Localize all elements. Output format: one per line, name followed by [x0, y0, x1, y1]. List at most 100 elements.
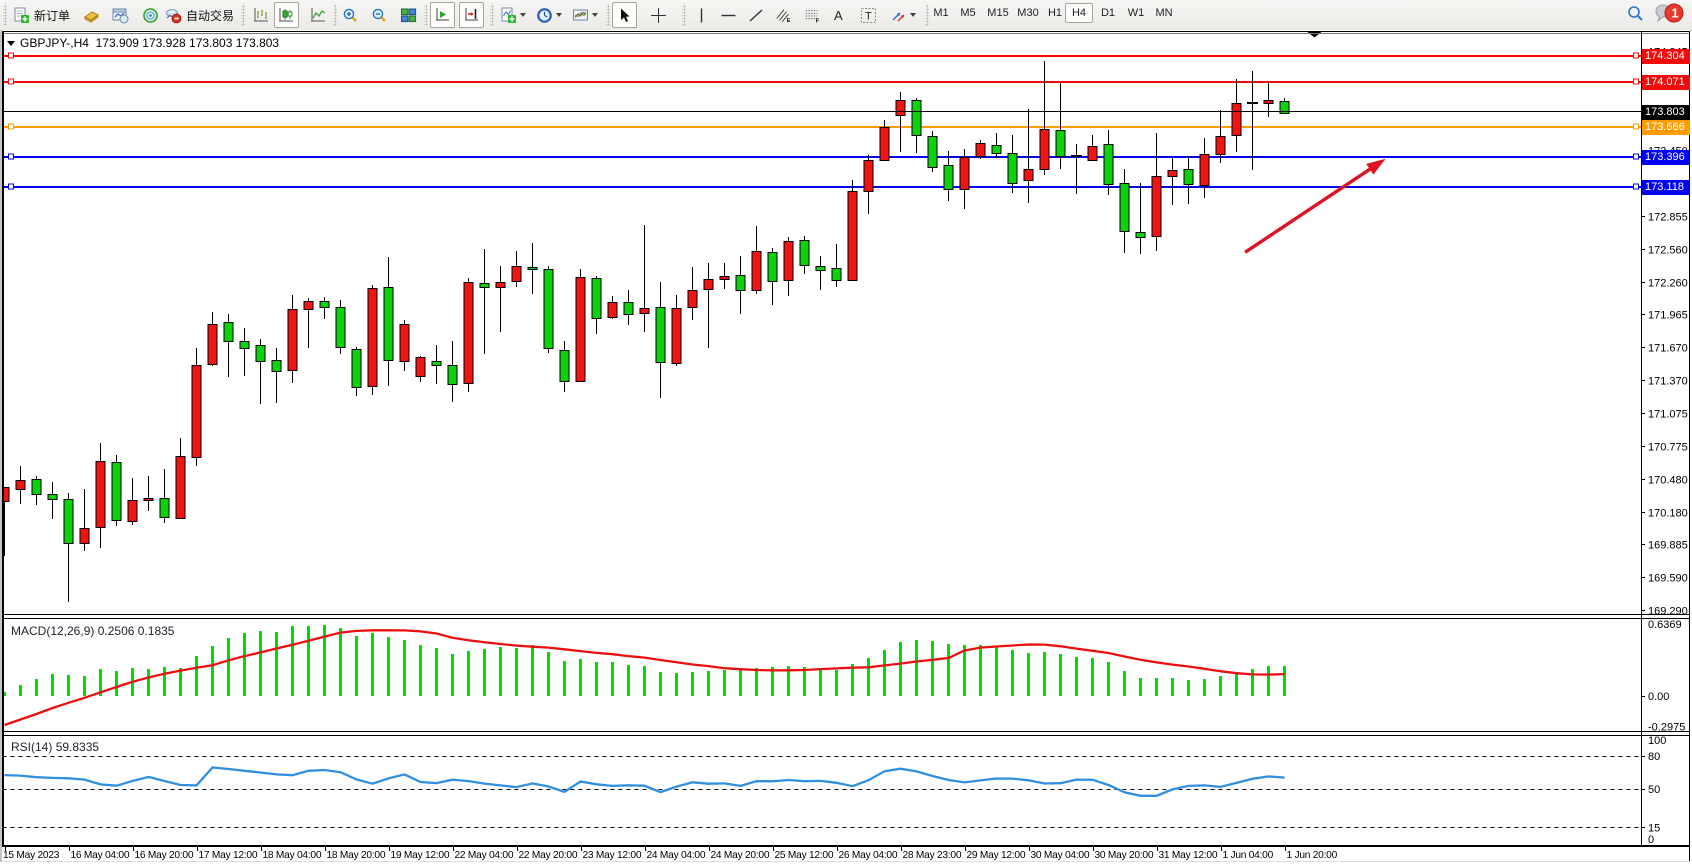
candle-body[interactable]	[399, 324, 410, 362]
auto-scroll-button[interactable]	[430, 2, 455, 28]
candle-body[interactable]	[927, 136, 938, 168]
timeframe-M30[interactable]: M30	[1017, 7, 1039, 19]
candle-body[interactable]	[319, 301, 330, 308]
candle-body[interactable]	[639, 308, 650, 314]
candle-body[interactable]	[591, 278, 602, 319]
candle-body[interactable]	[671, 308, 682, 364]
timeframe-M15[interactable]: M15	[987, 7, 1009, 19]
candle-body[interactable]	[1087, 146, 1098, 161]
timeframe-W1[interactable]: W1	[1127, 7, 1145, 19]
candle-body[interactable]	[143, 498, 154, 501]
candle-body[interactable]	[335, 307, 346, 348]
trendline-button[interactable]	[744, 2, 769, 28]
candle-body[interactable]	[815, 266, 826, 271]
candle-body[interactable]	[575, 277, 586, 382]
channel-button[interactable]: E	[771, 2, 796, 28]
hline-anchor[interactable]	[8, 52, 14, 59]
candle-body[interactable]	[1279, 101, 1290, 114]
candle-body[interactable]	[351, 349, 362, 388]
candle-body[interactable]	[287, 309, 298, 371]
fibonacci-button[interactable]: F	[800, 2, 825, 28]
candle-body[interactable]	[127, 500, 138, 522]
candle-body[interactable]	[991, 145, 1002, 154]
trend-arrow-head[interactable]	[1366, 158, 1386, 175]
candle-body[interactable]	[159, 498, 170, 518]
candle-body[interactable]	[271, 360, 282, 372]
candle-body[interactable]	[383, 287, 394, 361]
cursor-button[interactable]	[612, 2, 637, 28]
hline-anchor[interactable]	[1633, 78, 1639, 85]
trend-arrow-line[interactable]	[1244, 160, 1382, 254]
candle-body[interactable]	[415, 357, 426, 377]
hline-anchor[interactable]	[1633, 123, 1639, 130]
candle-body[interactable]	[911, 100, 922, 136]
vertical-line-button[interactable]	[689, 2, 714, 28]
candle-body[interactable]	[207, 324, 218, 365]
hline-anchor[interactable]	[8, 153, 14, 160]
candle-body[interactable]	[47, 494, 58, 500]
candle-body[interactable]	[863, 160, 874, 192]
candle-body[interactable]	[479, 283, 490, 288]
candle-body[interactable]	[63, 499, 74, 544]
indicators-button[interactable]	[496, 2, 530, 28]
candle-body[interactable]	[1199, 154, 1210, 186]
candle-body[interactable]	[431, 361, 442, 366]
navigator-button[interactable]	[138, 2, 163, 28]
search-icon[interactable]	[1626, 4, 1646, 24]
candle-body[interactable]	[527, 267, 538, 270]
candle-body[interactable]	[511, 266, 522, 282]
candle-body[interactable]	[719, 276, 730, 280]
timeframe-H1[interactable]: H1	[1047, 7, 1063, 19]
candle-body[interactable]	[1135, 232, 1146, 238]
periods-button[interactable]	[532, 2, 566, 28]
line-chart-button[interactable]	[306, 2, 331, 28]
candle-body[interactable]	[655, 307, 666, 363]
periods-caret-icon[interactable]	[556, 13, 562, 17]
candle-body[interactable]	[1103, 144, 1114, 185]
autotrading-button[interactable]: 自动交易	[161, 2, 238, 28]
candle-body[interactable]	[367, 288, 378, 387]
candle-body[interactable]	[303, 301, 314, 310]
candle-body[interactable]	[975, 143, 986, 157]
text-label-button[interactable]: T	[856, 2, 881, 28]
candle-body[interactable]	[255, 345, 266, 362]
candle-body[interactable]	[767, 252, 778, 282]
candle-body[interactable]	[847, 191, 858, 281]
candle-body[interactable]	[559, 350, 570, 382]
candle-body[interactable]	[751, 251, 762, 291]
candle-body[interactable]	[1023, 169, 1034, 181]
chart-shift-button[interactable]	[459, 2, 484, 28]
crosshair-button[interactable]	[646, 2, 671, 28]
candle-body[interactable]	[687, 290, 698, 308]
candle-body[interactable]	[879, 127, 890, 161]
zoom-out-button[interactable]	[367, 2, 392, 28]
candle-body[interactable]	[623, 302, 634, 315]
templates-button[interactable]	[568, 2, 602, 28]
indicators-caret-icon[interactable]	[520, 13, 526, 17]
candle-body[interactable]	[1183, 169, 1194, 185]
hline-anchor[interactable]	[8, 183, 14, 190]
timeframe-M1[interactable]: M1	[933, 7, 949, 19]
candle-body[interactable]	[31, 479, 42, 495]
candle-body[interactable]	[15, 480, 26, 490]
timeframe-MN[interactable]: MN	[1155, 7, 1173, 19]
hline-anchor[interactable]	[1633, 153, 1639, 160]
timeframe-H4[interactable]: H4	[1065, 3, 1093, 23]
text-button[interactable]: A	[830, 2, 847, 28]
templates-caret-icon[interactable]	[592, 13, 598, 17]
candle-body[interactable]	[191, 365, 202, 458]
notification-badge[interactable]: 1	[1652, 3, 1686, 25]
candle-body[interactable]	[79, 528, 90, 544]
candle-body[interactable]	[1039, 129, 1050, 170]
zoom-in-button[interactable]	[338, 2, 363, 28]
hline-anchor[interactable]	[8, 123, 14, 130]
candle-body[interactable]	[1263, 100, 1274, 104]
candle-body[interactable]	[1151, 176, 1162, 237]
candle-chart-button[interactable]	[274, 2, 299, 28]
shapes-button[interactable]	[886, 2, 920, 28]
candle-body[interactable]	[239, 341, 250, 349]
hline-anchor[interactable]	[1633, 52, 1639, 59]
candle-body[interactable]	[111, 462, 122, 521]
chart-menu-caret-icon[interactable]	[7, 41, 15, 46]
candle-body[interactable]	[735, 275, 746, 291]
